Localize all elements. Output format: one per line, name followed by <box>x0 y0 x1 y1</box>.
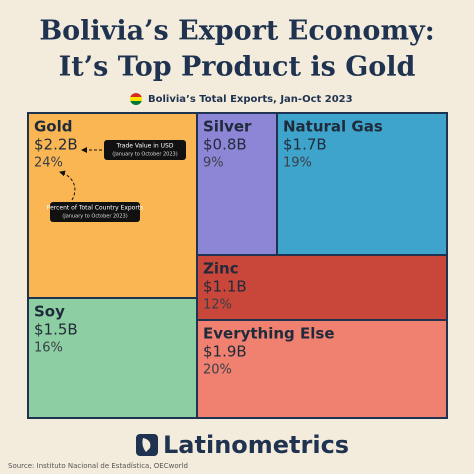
annotation-box <box>50 202 140 222</box>
tile-share: 20% <box>203 363 232 378</box>
tile-value: $0.8B <box>203 136 247 154</box>
tile <box>196 112 278 256</box>
annotation-box <box>104 140 186 160</box>
source: Source: Instituto Nacional de Estadístic… <box>8 462 188 470</box>
tile-name: Zinc <box>203 260 239 278</box>
tile-name: Gold <box>34 118 73 136</box>
annotation: Percent of Total Country Exports <box>47 205 144 212</box>
tile-name: Soy <box>34 303 65 321</box>
tile <box>196 254 448 321</box>
tile-share: 19% <box>283 156 312 171</box>
annotations: Trade Value in USD (January to October 2… <box>47 140 186 222</box>
tile-name: Everything Else <box>203 325 335 343</box>
tile-share: 9% <box>203 156 224 171</box>
title-line-2: It’s Top Product is Gold <box>59 52 416 83</box>
tile-value: $1.7B <box>283 136 327 154</box>
tile-share: 12% <box>203 298 232 313</box>
treemap: Gold$2.2B 24% Silver$0.8B 9% Natural Gas$1.7… <box>27 112 448 419</box>
annotation: (January to October 2023) <box>62 214 127 220</box>
tile-share: 24% <box>34 156 63 171</box>
tile-value: $1.9B <box>203 343 247 361</box>
tile <box>276 112 448 256</box>
logo <box>136 434 158 456</box>
annotation-arrow <box>59 170 76 201</box>
tile-name: Silver <box>203 118 252 136</box>
tile-value: $1.1B <box>203 278 247 296</box>
tile <box>196 319 448 419</box>
tile-share: 16% <box>34 341 63 356</box>
flag <box>130 93 142 105</box>
annotation: Trade Value in USD <box>116 143 174 150</box>
tile-value: $1.5B <box>34 321 78 339</box>
subtitle: Bolivia’s Total Exports, Jan-Oct 2023 <box>148 94 353 105</box>
tile-value: $2.2B <box>34 136 78 154</box>
brand: Latinometrics <box>163 431 349 459</box>
tile-name: Natural Gas <box>283 118 383 136</box>
title-line-1: Bolivia’s Export Economy: <box>39 16 434 47</box>
annotation: (January to October 2023) <box>112 152 177 158</box>
